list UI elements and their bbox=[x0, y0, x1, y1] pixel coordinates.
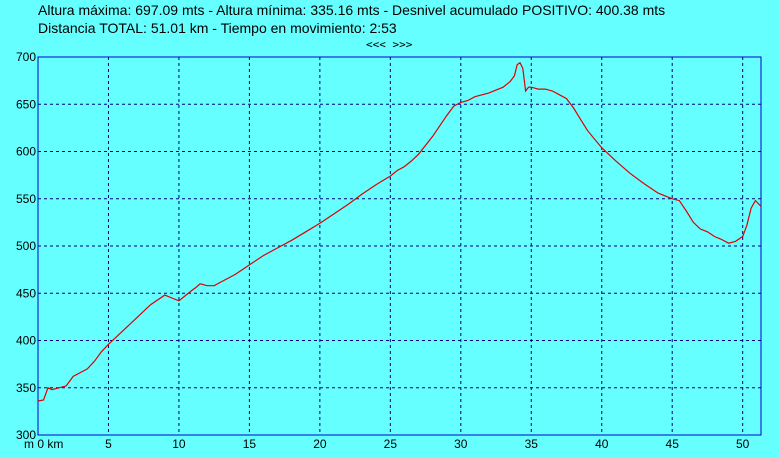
y-tick-label: 300 bbox=[16, 428, 36, 442]
x-tick-label: 35 bbox=[525, 437, 539, 451]
x-tick-label: 45 bbox=[666, 437, 680, 451]
x-tick-label: 25 bbox=[384, 437, 398, 451]
y-tick-label: 350 bbox=[16, 381, 36, 395]
next-button[interactable]: >>> bbox=[392, 38, 413, 51]
x-tick-label: 15 bbox=[243, 437, 257, 451]
tick-labels: 5 10 15 20 25 30 35 40 45 50 300 350 400 450 500 550 600… bbox=[16, 50, 750, 451]
x-tick-label: 20 bbox=[313, 437, 327, 451]
y-tick-label: 650 bbox=[16, 97, 36, 111]
plot-frame bbox=[37, 56, 762, 436]
x-tick-label: 10 bbox=[172, 437, 186, 451]
stats-line-2: Distancia TOTAL: 51.01 km - Tiempo en mo… bbox=[38, 20, 397, 36]
y-tick-label: 700 bbox=[16, 50, 36, 64]
y-tick-label: 450 bbox=[16, 286, 36, 300]
stats-header: Altura máxima: 697.09 mts - Altura mínim… bbox=[38, 1, 665, 37]
y-tick-label: 550 bbox=[16, 192, 36, 206]
x-tick-label: 30 bbox=[454, 437, 468, 451]
y-tick-label: 600 bbox=[16, 145, 36, 159]
x-axis-unit-label: m 0 km bbox=[24, 437, 63, 451]
x-tick-label: 5 bbox=[105, 437, 112, 451]
x-tick-label: 50 bbox=[736, 437, 750, 451]
grid-lines bbox=[38, 57, 761, 435]
stats-line-1: Altura máxima: 697.09 mts - Altura mínim… bbox=[38, 2, 666, 18]
prev-button[interactable]: <<< bbox=[366, 38, 386, 51]
elevation-line bbox=[37, 61, 762, 402]
x-tick-label: 40 bbox=[595, 437, 609, 451]
chart-navigation: <<< >>> bbox=[366, 38, 412, 51]
y-tick-label: 500 bbox=[16, 239, 36, 253]
y-tick-label: 400 bbox=[16, 334, 36, 348]
